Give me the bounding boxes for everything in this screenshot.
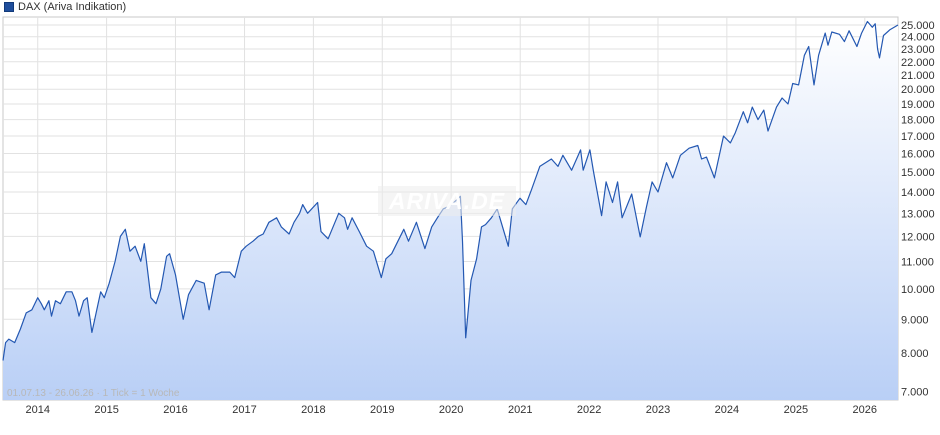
x-tick-label: 2022 (577, 404, 601, 416)
y-tick-label: 18.000 (901, 115, 935, 127)
x-tick-label: 2025 (784, 404, 808, 416)
legend: DAX (Ariva Indikation) (4, 0, 126, 14)
legend-swatch (4, 2, 14, 12)
x-tick-label: 2014 (25, 404, 49, 416)
y-tick-label: 23.000 (901, 44, 935, 56)
x-tick-label: 2018 (301, 404, 325, 416)
legend-label: DAX (Ariva Indikation) (18, 1, 127, 13)
y-tick-label: 24.000 (901, 32, 935, 44)
y-tick-label: 21.000 (901, 70, 935, 82)
y-tick-label: 10.000 (901, 284, 935, 296)
y-tick-label: 19.000 (901, 99, 935, 111)
x-tick-label: 2016 (163, 404, 187, 416)
y-tick-label: 8.000 (901, 348, 929, 360)
y-tick-label: 20.000 (901, 84, 935, 96)
x-tick-label: 2020 (439, 404, 463, 416)
x-tick-label: 2023 (646, 404, 670, 416)
y-tick-label: 11.000 (901, 256, 934, 268)
x-tick-label: 2015 (94, 404, 118, 416)
y-tick-label: 7.000 (901, 387, 929, 399)
x-axis-labels: 2014 2015 2016 2017 2018 2019 2020 2021 2022 2023… (25, 404, 877, 416)
chart-range-footnote: 01.07.13 - 26.06.26 · 1 Tick = 1 Woche (7, 388, 180, 399)
x-tick-label: 2017 (232, 404, 256, 416)
y-tick-label: 22.000 (901, 57, 935, 69)
y-axis-labels: 7.000 8.000 9.000 10.000 11.000 12.000 13.000 1… (901, 20, 935, 399)
series-line (2, 20, 899, 361)
y-tick-label: 16.000 (901, 149, 935, 161)
watermark-logo: ARIVA.DE (378, 186, 516, 216)
y-tick-label: 9.000 (901, 314, 929, 326)
x-tick-label: 2024 (715, 404, 739, 416)
x-tick-label: 2021 (508, 404, 532, 416)
y-tick-label: 25.000 (901, 20, 935, 32)
x-tick-label: 2026 (853, 404, 877, 416)
y-tick-label: 13.000 (901, 208, 935, 220)
y-tick-label: 17.000 (901, 131, 935, 143)
y-tick-label: 12.000 (901, 231, 935, 243)
y-tick-label: 15.000 (901, 167, 935, 179)
x-tick-label: 2019 (370, 404, 394, 416)
y-tick-label: 14.000 (901, 187, 935, 199)
